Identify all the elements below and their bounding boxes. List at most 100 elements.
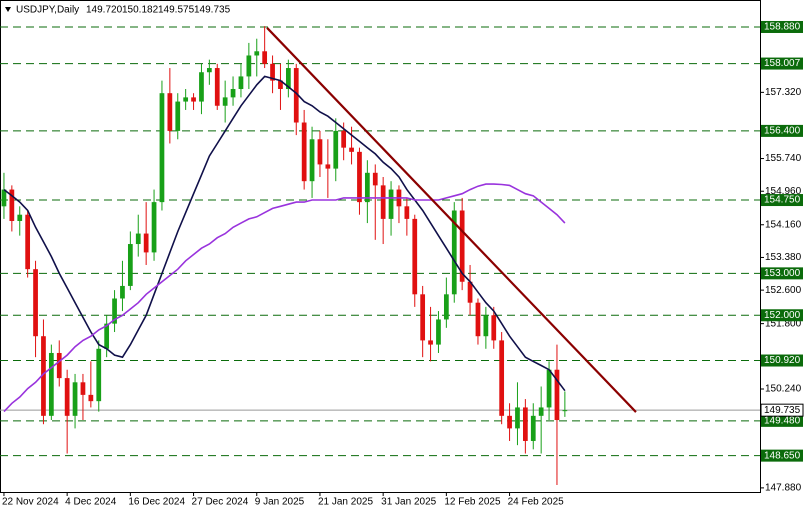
y-tick-label: 155.740	[765, 153, 802, 164]
level-label-box	[761, 57, 803, 70]
candle-body	[546, 369, 552, 408]
candle-body	[238, 76, 244, 89]
candle-body	[538, 407, 544, 416]
candle-body	[214, 68, 220, 106]
candle-body	[64, 378, 70, 416]
candle-body	[475, 302, 481, 337]
y-tick-label: 151.800	[765, 318, 802, 329]
candle-body	[159, 93, 165, 203]
candle-body	[499, 340, 505, 416]
x-tick-label: 24 Feb 2025	[508, 497, 565, 508]
x-tick-label: 22 Nov 2024	[2, 497, 59, 508]
candle-body	[388, 189, 394, 219]
y-tick-label: 152.600	[765, 285, 802, 296]
level-label-box	[761, 194, 803, 207]
level-label: 148.650	[764, 450, 801, 461]
level-label-box	[761, 309, 803, 322]
candle-body	[270, 63, 275, 81]
candle-body	[25, 214, 31, 270]
candle-body	[301, 122, 307, 182]
candle-body	[530, 415, 536, 441]
candle-body	[88, 394, 94, 402]
candle-body	[562, 410, 568, 412]
candle-body	[357, 151, 362, 203]
candle-body	[491, 315, 497, 341]
candle-body	[507, 415, 512, 429]
y-tick-label: 150.240	[765, 384, 802, 395]
level-label-box	[761, 449, 803, 462]
candle-body	[451, 210, 457, 295]
x-tick-label: 31 Jan 2025	[381, 497, 436, 508]
candle-body	[80, 382, 86, 395]
trendline	[266, 27, 637, 413]
candle-body	[17, 214, 23, 221]
candle-body	[9, 189, 15, 221]
level-label: 153.000	[764, 268, 801, 279]
candle-body	[246, 55, 252, 77]
candle-body	[317, 139, 323, 165]
candle-body	[230, 88, 236, 98]
candle-body	[349, 147, 354, 152]
y-tick-label: 154.960	[765, 186, 802, 197]
candle-body	[333, 130, 339, 169]
level-label: 158.880	[764, 22, 801, 33]
candle-body	[127, 244, 133, 286]
header-value: 149.735	[194, 5, 231, 16]
candle-body	[428, 340, 433, 345]
candle-body	[1, 189, 7, 207]
level-label: 152.000	[764, 310, 801, 321]
candle-body	[41, 336, 46, 416]
candle-body	[96, 348, 102, 402]
x-tick-label: 21 Jan 2025	[318, 497, 373, 508]
candle-body	[293, 68, 299, 123]
candle-body	[459, 210, 465, 282]
candle-body	[48, 352, 54, 416]
x-tick-label: 12 Feb 2025	[444, 497, 501, 508]
level-label: 149.480	[764, 415, 801, 426]
y-tick-label: 157.320	[765, 87, 802, 98]
candle-body	[483, 315, 489, 337]
header-value: 149.575	[158, 5, 195, 16]
candle-body	[56, 352, 62, 379]
candle-body	[262, 51, 268, 64]
plot-frame	[0, 0, 761, 493]
candle-body	[436, 319, 441, 345]
candle-body	[191, 97, 196, 102]
current-price-label: 149.735	[764, 405, 801, 416]
menu-triangle	[5, 7, 11, 12]
candle-body	[515, 407, 520, 429]
level-label-box	[761, 414, 803, 427]
x-tick-label: 27 Dec 2024	[192, 497, 249, 508]
candle-body	[206, 68, 212, 73]
candle-body	[309, 139, 315, 182]
plot-area	[0, 26, 760, 485]
level-label-box	[761, 354, 803, 367]
candle-body	[167, 93, 173, 131]
level-label: 150.920	[764, 355, 801, 366]
x-tick-label: 16 Dec 2024	[128, 497, 185, 508]
candle-body	[341, 130, 347, 148]
level-label-box	[761, 20, 803, 33]
moving-average	[3, 75, 566, 392]
candle-body	[372, 172, 378, 186]
candle-body	[112, 298, 117, 324]
candle-body	[72, 382, 78, 416]
candle-body	[443, 294, 449, 320]
candle-body	[380, 185, 386, 219]
candle-body	[175, 101, 181, 131]
candle-body	[420, 294, 426, 341]
candle-body	[199, 72, 204, 102]
candle-body	[151, 202, 157, 253]
y-tick-label: 153.380	[765, 252, 802, 263]
header-value: 149.720	[86, 5, 123, 16]
candle-body	[183, 97, 189, 102]
candle-body	[104, 323, 110, 349]
candle-body	[254, 51, 260, 56]
level-label: 154.750	[764, 195, 801, 206]
candle-body	[412, 218, 418, 295]
candle-body	[364, 172, 370, 203]
current-price-box	[760, 403, 804, 417]
x-tick-label: 4 Dec 2024	[65, 497, 117, 508]
candle-body	[325, 164, 331, 169]
